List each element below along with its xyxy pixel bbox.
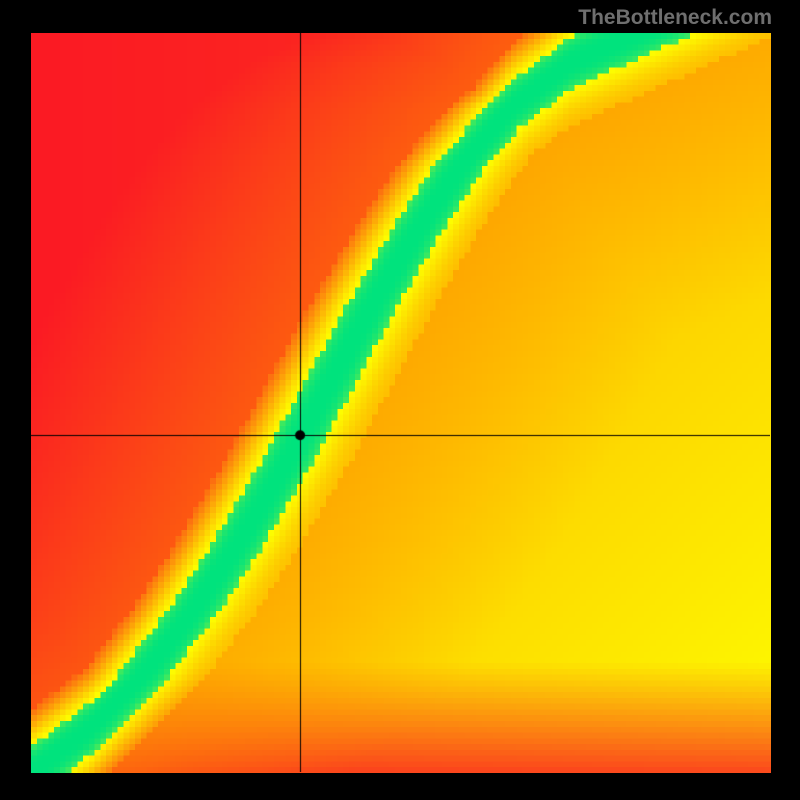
- watermark-text: TheBottleneck.com: [578, 6, 772, 30]
- crosshair-overlay: [30, 32, 770, 772]
